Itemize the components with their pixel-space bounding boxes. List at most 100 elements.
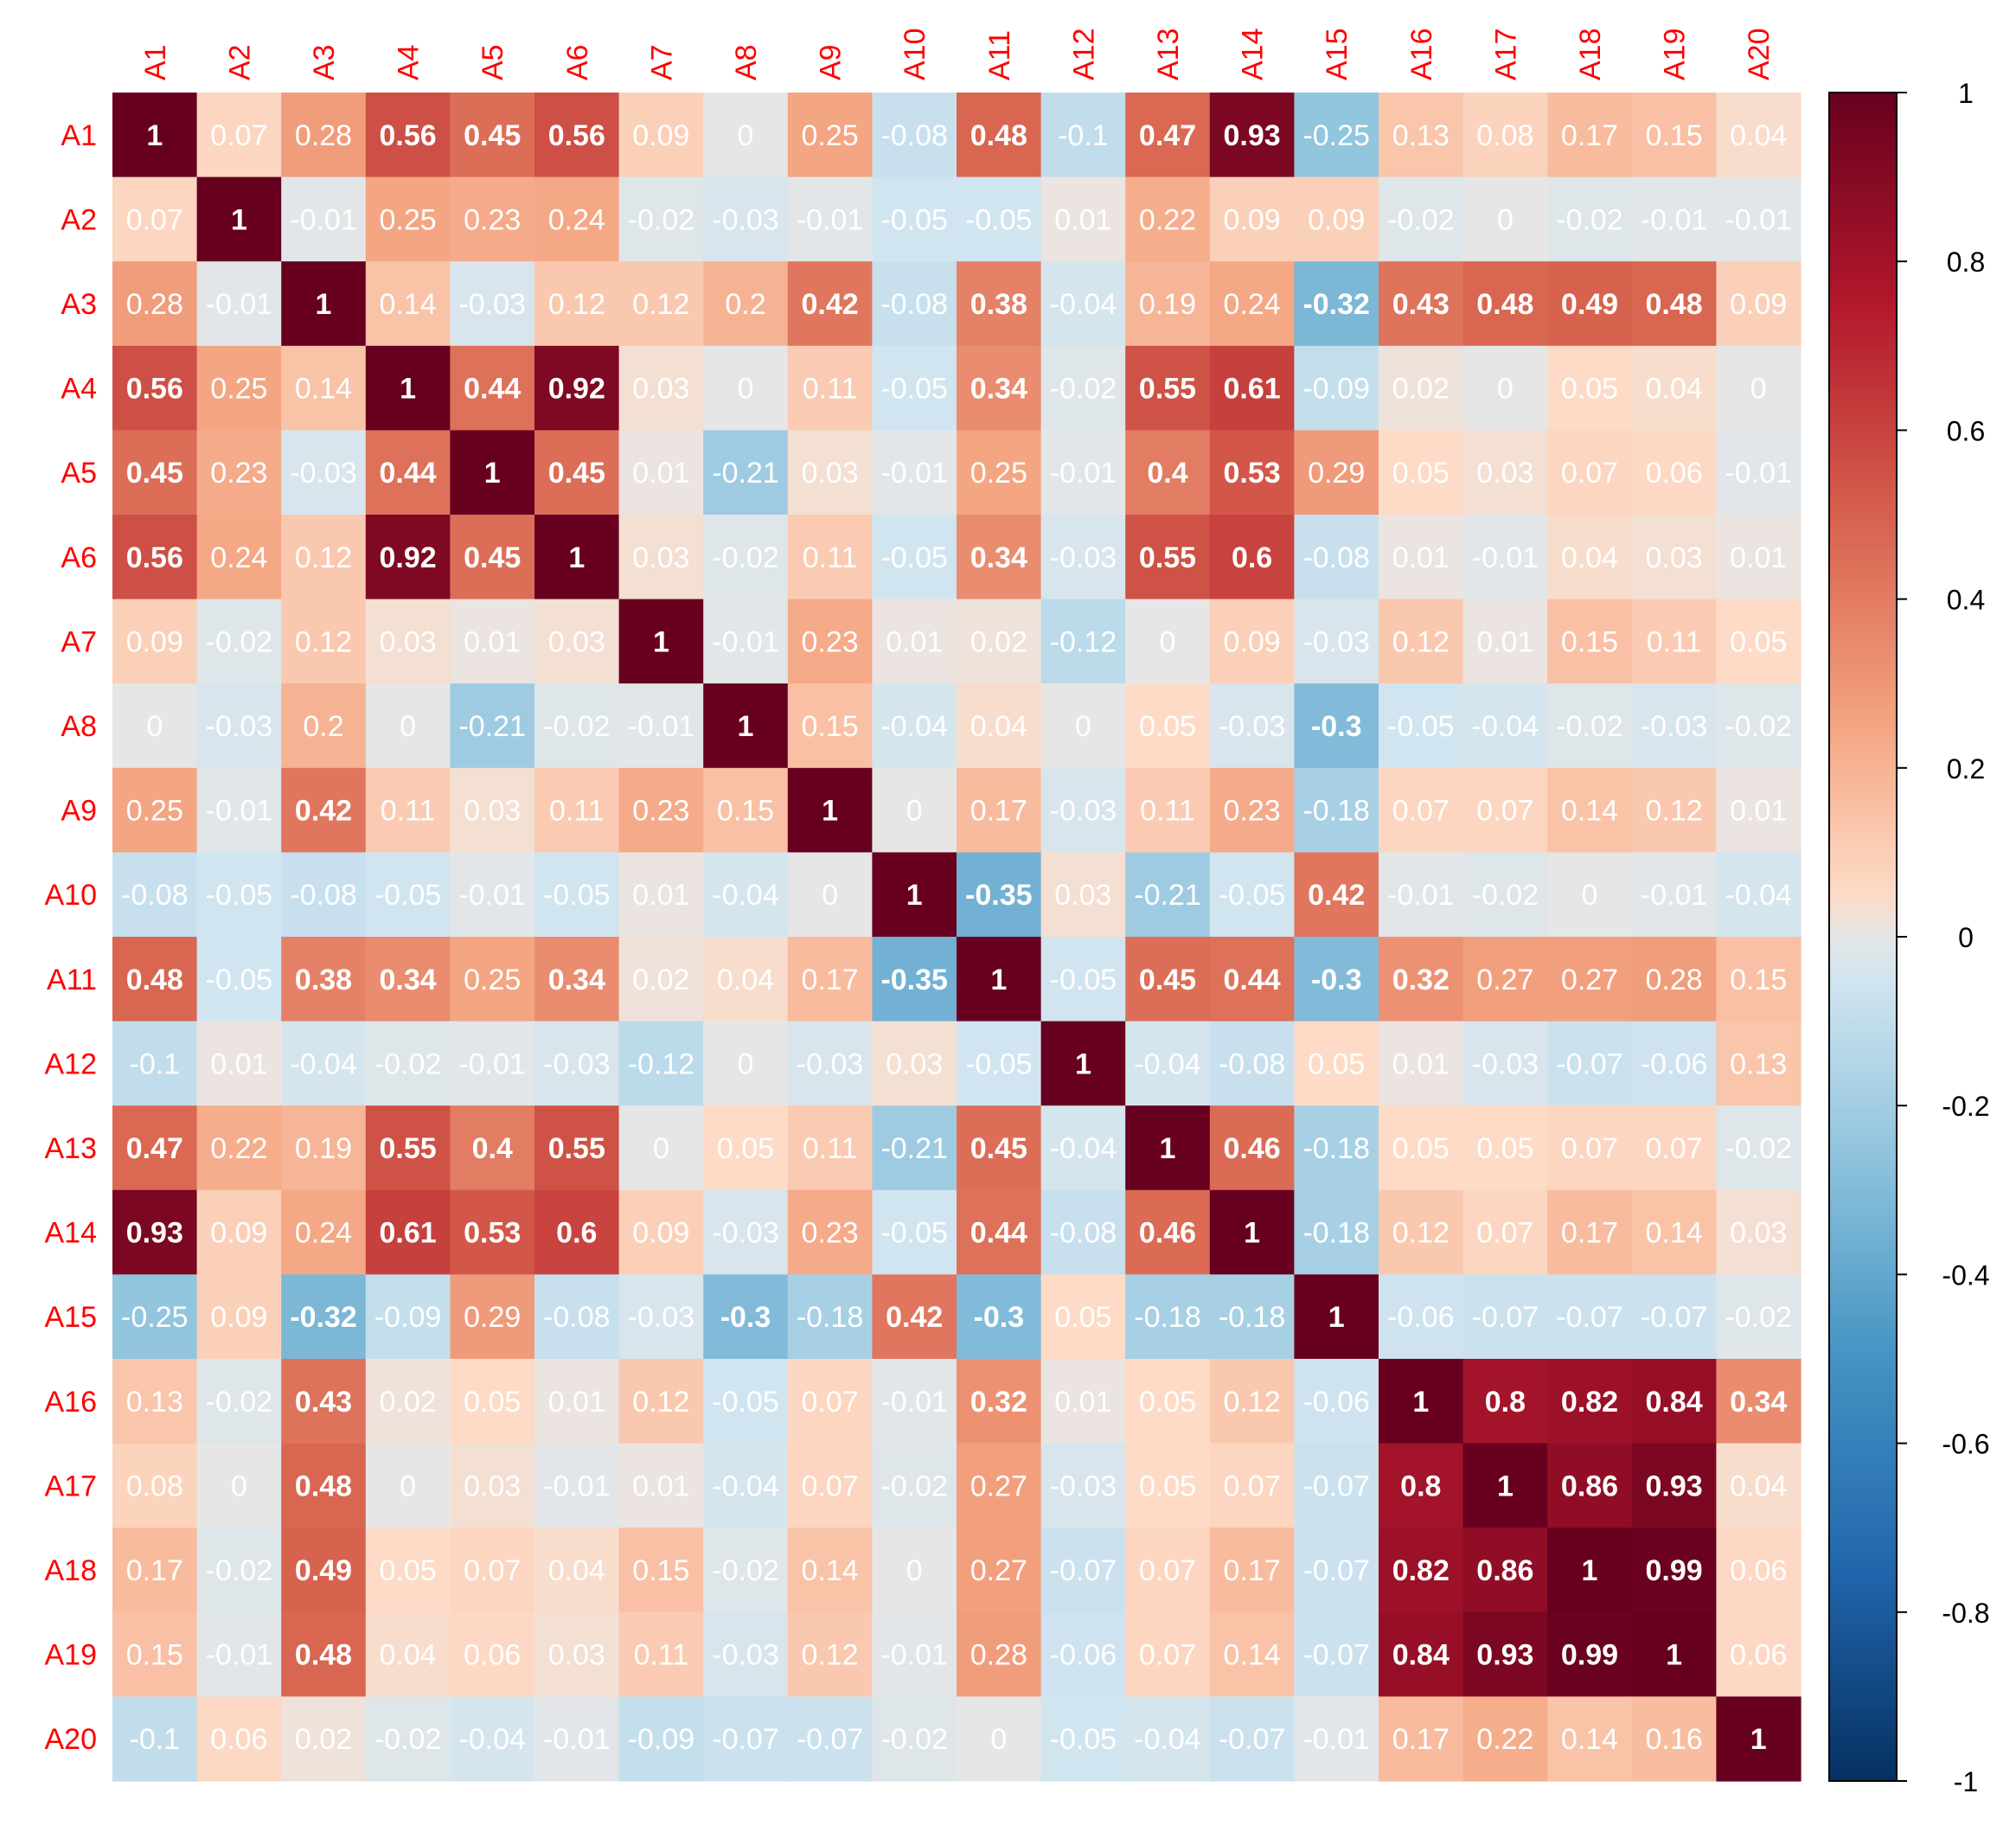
cell-value-label: 0.13 bbox=[126, 1386, 183, 1419]
heatmap-cell bbox=[365, 1359, 451, 1444]
cell-value-label: 0.15 bbox=[126, 1639, 183, 1672]
heatmap-cell bbox=[703, 93, 789, 178]
cell-value-label: -0.21 bbox=[1134, 879, 1201, 912]
heatmap-cell bbox=[534, 1696, 620, 1782]
cell-value-label: 0.47 bbox=[126, 1132, 183, 1165]
cell-value-label: 0.28 bbox=[970, 1639, 1027, 1672]
heatmap-cell bbox=[1462, 93, 1548, 178]
colorbar-tick-label: 0 bbox=[1958, 922, 1974, 953]
heatmap-cell bbox=[1462, 1528, 1548, 1613]
row-label: A1 bbox=[61, 119, 97, 152]
heatmap-cell bbox=[1547, 1359, 1633, 1444]
cell-value-label: -0.03 bbox=[628, 1301, 695, 1334]
heatmap-cell bbox=[1294, 1359, 1379, 1444]
heatmap-cell bbox=[1040, 1189, 1126, 1275]
cell-value-label: 0.16 bbox=[1646, 1723, 1703, 1756]
heatmap-cell bbox=[787, 937, 873, 1022]
heatmap-cell bbox=[1547, 937, 1633, 1022]
cell-value-label: 0.24 bbox=[210, 541, 267, 574]
cell-value-label: -0.32 bbox=[1302, 288, 1370, 321]
cell-value-label: -0.01 bbox=[1387, 879, 1455, 912]
heatmap-cell bbox=[1209, 1274, 1295, 1360]
cell-value-label: 0.04 bbox=[380, 1639, 437, 1672]
heatmap-cell bbox=[1040, 515, 1126, 600]
heatmap-cell bbox=[618, 1274, 704, 1360]
cell-value-label: 0.43 bbox=[1392, 288, 1450, 321]
cell-value-label: 0.45 bbox=[970, 1132, 1027, 1165]
cell-value-label: -0.03 bbox=[712, 1217, 779, 1250]
heatmap-cell bbox=[703, 599, 789, 684]
heatmap-cell bbox=[450, 937, 535, 1022]
colorbar-tick-label: -0.4 bbox=[1942, 1259, 1989, 1291]
cell-value-label: 0.08 bbox=[1476, 119, 1533, 152]
heatmap-cell bbox=[281, 1359, 367, 1444]
cell-value-label: 0.93 bbox=[126, 1217, 183, 1250]
heatmap-cell bbox=[1125, 1611, 1211, 1697]
heatmap-cell bbox=[112, 767, 198, 853]
cell-value-label: 0.05 bbox=[1139, 1470, 1196, 1502]
cell-value-label: -0.07 bbox=[1472, 1301, 1539, 1334]
heatmap-cell bbox=[450, 767, 535, 853]
heatmap-cell bbox=[1125, 1443, 1211, 1528]
cell-value-label: -0.01 bbox=[1050, 457, 1117, 490]
heatmap-cell bbox=[196, 515, 282, 600]
cell-value-label: 0.01 bbox=[1054, 1386, 1111, 1419]
cell-value-label: 0.15 bbox=[802, 710, 859, 743]
cell-value-label: 0.29 bbox=[1308, 457, 1365, 490]
cell-value-label: 1 bbox=[1075, 1047, 1091, 1080]
cell-value-label: -0.02 bbox=[712, 1554, 779, 1587]
heatmap-cell bbox=[1547, 1021, 1633, 1106]
cell-value-label: 0.04 bbox=[1646, 373, 1703, 406]
heatmap-cell bbox=[450, 345, 535, 431]
colorbar-tick-label: 0.4 bbox=[1947, 585, 1985, 616]
heatmap-cell bbox=[112, 937, 198, 1022]
heatmap-cell bbox=[1462, 1359, 1548, 1444]
heatmap-cell bbox=[1716, 430, 1802, 516]
cell-value-label: -0.03 bbox=[1050, 795, 1117, 828]
heatmap-cell bbox=[1294, 1189, 1379, 1275]
heatmap-cell bbox=[281, 93, 367, 178]
cell-value-label: 0.03 bbox=[464, 1470, 521, 1502]
cell-value-label: 0.56 bbox=[126, 373, 183, 406]
column-label: A14 bbox=[1237, 29, 1270, 81]
heatmap-cell bbox=[112, 1274, 198, 1360]
heatmap-cell bbox=[365, 1189, 451, 1275]
cell-value-label: -0.04 bbox=[1134, 1047, 1201, 1080]
heatmap-cell bbox=[1547, 261, 1633, 347]
cell-value-label: -0.02 bbox=[1556, 203, 1623, 236]
cell-value-label: 0.03 bbox=[802, 457, 859, 490]
cell-value-label: 0.42 bbox=[802, 288, 859, 321]
cell-value-label: 0.15 bbox=[1646, 119, 1703, 152]
heatmap-cell bbox=[703, 1528, 789, 1613]
heatmap-cell bbox=[872, 1359, 957, 1444]
cell-value-label: -0.3 bbox=[1311, 710, 1362, 743]
cell-value-label: 0.45 bbox=[464, 119, 521, 152]
cell-value-label: 0.84 bbox=[1646, 1386, 1703, 1419]
cell-value-label: -0.02 bbox=[880, 1470, 948, 1502]
heatmap-cell bbox=[1125, 599, 1211, 684]
cell-value-label: 0.46 bbox=[1224, 1132, 1281, 1165]
cell-value-label: 0.01 bbox=[1054, 203, 1111, 236]
cell-value-label: 0.86 bbox=[1476, 1554, 1533, 1587]
heatmap-cell bbox=[1209, 1105, 1295, 1191]
heatmap-cell bbox=[1209, 176, 1295, 262]
cell-value-label: 0.02 bbox=[632, 964, 689, 996]
cell-value-label: 0.49 bbox=[295, 1554, 352, 1587]
heatmap-cell bbox=[1547, 1274, 1633, 1360]
heatmap-cell bbox=[450, 1105, 535, 1191]
cell-value-label: 1 bbox=[1582, 1554, 1598, 1587]
cell-value-label: -0.05 bbox=[965, 1047, 1033, 1080]
heatmap-cell bbox=[365, 261, 451, 347]
heatmap-cell bbox=[957, 1105, 1042, 1191]
heatmap-cell bbox=[365, 1274, 451, 1360]
heatmap-cell bbox=[450, 1528, 535, 1613]
heatmap-cell bbox=[1547, 176, 1633, 262]
cell-value-label: 0 bbox=[653, 1132, 669, 1165]
colorbar-tick-label: -0.6 bbox=[1942, 1429, 1989, 1460]
cell-value-label: 0.17 bbox=[970, 795, 1027, 828]
heatmap-cell bbox=[1209, 1189, 1295, 1275]
cell-value-label: 0.11 bbox=[803, 541, 858, 574]
cell-value-label: 0.07 bbox=[802, 1470, 859, 1502]
row-label: A11 bbox=[47, 964, 97, 996]
heatmap-cell bbox=[1379, 176, 1464, 262]
